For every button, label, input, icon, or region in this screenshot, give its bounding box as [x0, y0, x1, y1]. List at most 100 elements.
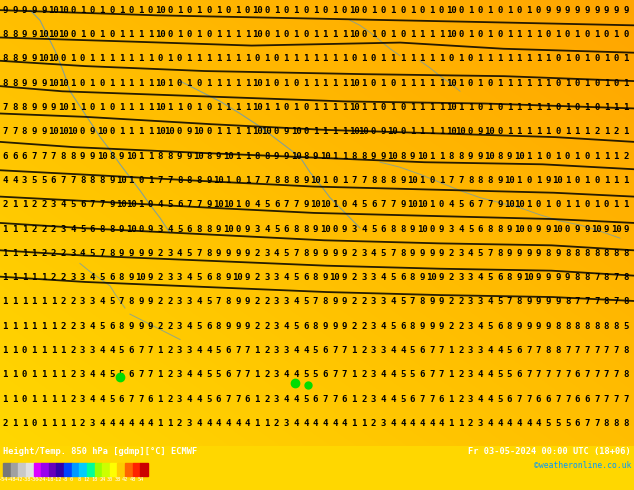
- Text: 6: 6: [497, 273, 502, 282]
- Text: 7: 7: [585, 419, 590, 428]
- Text: 0: 0: [585, 200, 590, 209]
- Text: 1: 1: [468, 30, 474, 39]
- Text: 2: 2: [167, 297, 172, 307]
- Text: 6: 6: [177, 200, 183, 209]
- Text: 9: 9: [468, 151, 474, 161]
- Text: 3: 3: [371, 322, 377, 331]
- Text: 2: 2: [177, 419, 183, 428]
- Text: 0: 0: [60, 54, 66, 63]
- Text: 9: 9: [410, 249, 415, 258]
- Text: 2: 2: [448, 322, 454, 331]
- Text: 1: 1: [41, 346, 46, 355]
- Text: 5: 5: [109, 395, 114, 404]
- Text: 0: 0: [283, 5, 289, 15]
- Text: 2: 2: [3, 419, 8, 428]
- Text: 0: 0: [303, 103, 308, 112]
- Text: 9: 9: [400, 176, 405, 185]
- Text: 10: 10: [193, 127, 204, 136]
- Text: 9: 9: [323, 273, 328, 282]
- Text: 9: 9: [119, 224, 124, 234]
- Text: 0: 0: [303, 127, 308, 136]
- Bar: [26, 463, 34, 476]
- Text: 1: 1: [32, 395, 37, 404]
- Text: 1: 1: [420, 103, 425, 112]
- Text: 7: 7: [197, 200, 202, 209]
- Text: 9: 9: [22, 5, 27, 15]
- Text: 2: 2: [167, 322, 172, 331]
- Text: 10: 10: [252, 5, 262, 15]
- Text: 4: 4: [477, 395, 483, 404]
- Text: 0: 0: [342, 200, 347, 209]
- Text: 0: 0: [468, 127, 474, 136]
- Text: 1: 1: [410, 30, 415, 39]
- Text: 5: 5: [283, 249, 289, 258]
- Text: 7: 7: [89, 200, 95, 209]
- Text: 7: 7: [3, 127, 8, 136]
- Text: 7: 7: [60, 176, 66, 185]
- Text: 9: 9: [32, 5, 37, 15]
- Text: 10: 10: [349, 5, 359, 15]
- Text: 1: 1: [216, 103, 221, 112]
- Text: 8: 8: [323, 297, 328, 307]
- Text: 8: 8: [604, 249, 609, 258]
- Text: 6: 6: [507, 395, 512, 404]
- Text: 10: 10: [320, 151, 330, 161]
- Text: 7: 7: [439, 370, 444, 379]
- Text: 4: 4: [186, 395, 192, 404]
- Text: 5: 5: [216, 370, 221, 379]
- Text: 0: 0: [400, 127, 405, 136]
- Text: 4: 4: [283, 370, 289, 379]
- Bar: [102, 463, 110, 476]
- Text: 9: 9: [623, 5, 628, 15]
- Text: 10: 10: [446, 5, 456, 15]
- Text: 0: 0: [468, 54, 474, 63]
- Text: 1: 1: [526, 54, 531, 63]
- Text: 4: 4: [488, 297, 493, 307]
- Text: 4: 4: [89, 370, 95, 379]
- Text: 0: 0: [614, 54, 619, 63]
- Text: 3: 3: [274, 370, 280, 379]
- Text: 8: 8: [100, 224, 105, 234]
- Text: 2: 2: [157, 273, 163, 282]
- Text: 54: 54: [137, 477, 143, 482]
- Text: -48: -48: [6, 477, 15, 482]
- Text: 7: 7: [51, 151, 56, 161]
- Text: 0: 0: [477, 5, 483, 15]
- Text: 9: 9: [536, 273, 541, 282]
- Text: 3: 3: [361, 273, 366, 282]
- Text: 8: 8: [380, 176, 386, 185]
- Text: 8: 8: [22, 127, 27, 136]
- Text: 7: 7: [391, 249, 396, 258]
- Text: 9: 9: [186, 127, 192, 136]
- Text: 3: 3: [186, 419, 192, 428]
- Text: 1: 1: [342, 127, 347, 136]
- Text: 4: 4: [380, 322, 386, 331]
- Text: 9: 9: [109, 200, 114, 209]
- Text: 4: 4: [380, 395, 386, 404]
- Text: 1: 1: [167, 419, 172, 428]
- Text: 1: 1: [197, 30, 202, 39]
- Text: 2: 2: [254, 273, 260, 282]
- Text: 1: 1: [3, 322, 8, 331]
- Text: 1: 1: [536, 127, 541, 136]
- Text: 1: 1: [32, 297, 37, 307]
- Text: 1: 1: [351, 370, 357, 379]
- Text: 4: 4: [391, 419, 396, 428]
- Text: 9: 9: [216, 249, 221, 258]
- Text: 10: 10: [417, 151, 427, 161]
- Text: 9: 9: [594, 5, 599, 15]
- Text: 6: 6: [148, 395, 153, 404]
- Text: 0: 0: [555, 78, 560, 88]
- Text: 5: 5: [497, 297, 502, 307]
- Text: 1: 1: [51, 419, 56, 428]
- Text: 4: 4: [351, 200, 357, 209]
- Text: 0: 0: [429, 224, 434, 234]
- Text: 1: 1: [614, 151, 619, 161]
- Text: 1: 1: [585, 127, 590, 136]
- Text: 9: 9: [507, 151, 512, 161]
- Text: 7: 7: [41, 151, 46, 161]
- Text: 0: 0: [420, 5, 425, 15]
- Text: 4: 4: [283, 322, 289, 331]
- Text: 2: 2: [361, 395, 366, 404]
- Text: 0: 0: [439, 5, 444, 15]
